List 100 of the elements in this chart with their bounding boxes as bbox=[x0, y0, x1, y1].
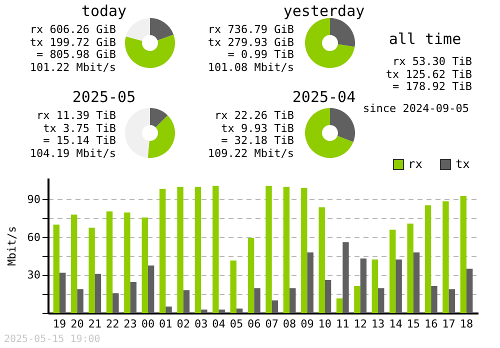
bar bbox=[413, 252, 420, 313]
bar bbox=[290, 288, 296, 313]
text: rx 11.39 TiB bbox=[36, 109, 116, 122]
text: = 15.14 TiB bbox=[42, 134, 116, 148]
bar bbox=[194, 186, 202, 313]
chart-title: today bbox=[80, 2, 128, 20]
bar bbox=[324, 280, 332, 313]
text: tx 199.72 GiB bbox=[28, 36, 116, 49]
x-tick-label: 20 bbox=[70, 318, 84, 330]
bar bbox=[218, 310, 225, 313]
bar bbox=[177, 186, 184, 313]
bar bbox=[354, 286, 360, 313]
y-axis-title: Mbit/s bbox=[5, 226, 18, 266]
text: rx 22.26 TiB bbox=[214, 109, 294, 122]
bar bbox=[142, 217, 148, 313]
bar bbox=[378, 288, 384, 313]
bar bbox=[342, 242, 349, 313]
bar bbox=[272, 300, 278, 313]
donut-slice bbox=[305, 18, 355, 68]
text: rx 53.30 TiB bbox=[392, 55, 472, 68]
bar bbox=[360, 258, 367, 313]
bar bbox=[266, 186, 272, 313]
donut-slice bbox=[330, 18, 355, 47]
bar bbox=[130, 282, 136, 313]
chart-title: yesterday bbox=[282, 2, 366, 20]
x-tick-label: 19 bbox=[52, 318, 66, 330]
bar bbox=[396, 260, 402, 313]
text: = 32.18 TiB bbox=[220, 134, 294, 148]
bar bbox=[230, 260, 236, 313]
text: 101.22 Mbit/s bbox=[28, 60, 116, 74]
bar bbox=[148, 266, 154, 313]
bar bbox=[77, 289, 84, 313]
x-tick-label: 05 bbox=[230, 318, 244, 330]
donut-slice bbox=[330, 108, 355, 142]
bar bbox=[124, 212, 130, 313]
bar bbox=[336, 298, 343, 313]
y-tick-label: 90 bbox=[27, 192, 40, 206]
bar bbox=[448, 289, 455, 313]
donut-slice bbox=[305, 108, 354, 158]
x-tick-label: 07 bbox=[265, 318, 278, 330]
x-tick-label: 11 bbox=[336, 318, 350, 330]
donut-slice bbox=[150, 18, 174, 40]
bar bbox=[424, 205, 432, 313]
bar bbox=[201, 310, 208, 313]
x-tick-label: 01 bbox=[159, 318, 172, 330]
bar bbox=[431, 286, 438, 313]
x-tick-label: 13 bbox=[371, 318, 385, 330]
text: tx 3.75 TiB bbox=[42, 122, 116, 135]
bar bbox=[254, 288, 260, 313]
x-tick-label: 02 bbox=[176, 318, 190, 330]
bar bbox=[301, 188, 308, 313]
bar bbox=[236, 308, 243, 313]
donut-slice bbox=[126, 18, 150, 41]
x-tick-label: 04 bbox=[212, 318, 226, 330]
x-tick-label: 14 bbox=[389, 318, 403, 330]
text: tx 279.93 GiB bbox=[206, 36, 294, 49]
x-tick-label: 10 bbox=[318, 318, 332, 330]
x-tick-label: 03 bbox=[194, 318, 208, 330]
x-tick-label: 17 bbox=[442, 318, 456, 330]
bar bbox=[106, 211, 113, 313]
text: all time bbox=[388, 30, 462, 48]
text: 104.19 Mbit/s bbox=[28, 146, 116, 160]
legend-label: rx bbox=[408, 157, 422, 171]
text: tx 9.93 TiB bbox=[220, 122, 294, 135]
bar bbox=[442, 201, 449, 313]
x-tick-label: 16 bbox=[424, 318, 438, 330]
x-tick-label: 00 bbox=[141, 318, 155, 330]
donut-slice bbox=[125, 34, 175, 68]
bar bbox=[390, 230, 396, 313]
bar bbox=[71, 214, 78, 313]
bar bbox=[88, 228, 95, 313]
x-tick-label: 23 bbox=[124, 318, 137, 330]
bar bbox=[318, 207, 325, 313]
bar bbox=[248, 238, 254, 313]
chart-title: 2025-04 bbox=[292, 88, 356, 106]
text: rx 736.79 GiB bbox=[206, 23, 294, 36]
bar bbox=[183, 290, 190, 313]
y-tick-label: 30 bbox=[27, 268, 40, 282]
text: since 2024-09-05 bbox=[362, 102, 470, 115]
text: 109.22 Mbit/s bbox=[206, 146, 294, 160]
x-tick-label: 12 bbox=[354, 318, 367, 330]
text: = 0.99 TiB bbox=[226, 48, 294, 62]
donut-slice bbox=[150, 108, 168, 128]
bar bbox=[94, 274, 102, 313]
x-tick-label: 15 bbox=[406, 318, 420, 330]
bar bbox=[60, 272, 66, 313]
bar bbox=[283, 186, 290, 313]
x-tick-label: 21 bbox=[88, 318, 102, 330]
bar bbox=[159, 188, 166, 313]
bar bbox=[466, 268, 473, 313]
bar bbox=[372, 260, 378, 313]
bar bbox=[166, 306, 172, 313]
y-tick-label: 60 bbox=[27, 230, 40, 244]
legend-label: tx bbox=[455, 157, 470, 171]
donut-slice bbox=[148, 115, 175, 158]
chart-title: 2025-05 bbox=[71, 88, 137, 106]
x-tick-label: 09 bbox=[300, 318, 314, 330]
x-tick-label: 06 bbox=[248, 318, 261, 330]
donut-slice bbox=[125, 108, 150, 158]
x-tick-label: 08 bbox=[282, 318, 296, 330]
